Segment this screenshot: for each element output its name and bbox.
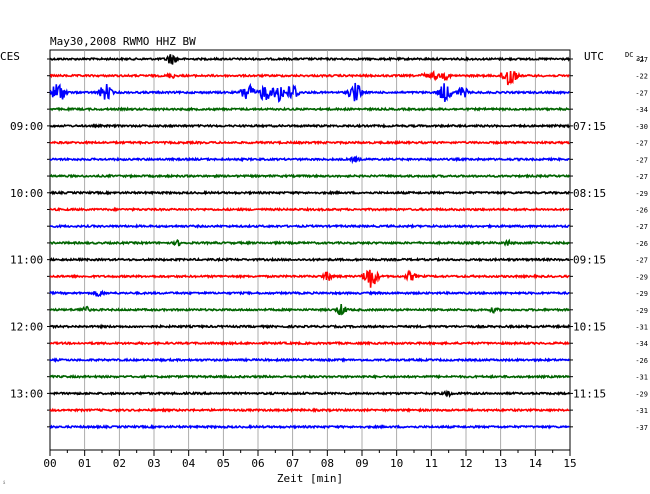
x-tick-label: 02 (113, 457, 126, 470)
x-tick-label: 05 (217, 457, 230, 470)
x-tick-label: 06 (251, 457, 264, 470)
trace-21 (49, 407, 570, 413)
dc-offset-label: -27 (635, 89, 648, 97)
trace-11 (49, 238, 571, 247)
trace-0 (49, 54, 571, 65)
dc-superscript: 31 (636, 55, 644, 63)
x-tick-label: 04 (182, 457, 196, 470)
x-tick-label: 15 (563, 457, 576, 470)
labels: May30,2008 RWMO HHZ BW CES UTC DC 31 Zei… (0, 35, 648, 488)
trace-8 (49, 189, 571, 196)
grid (47, 49, 573, 456)
left-time-label: 12:00 (10, 321, 43, 334)
x-tick-label: 08 (321, 457, 334, 470)
dc-offset-label: -34 (635, 106, 648, 114)
left-time-label: 11:00 (10, 254, 43, 267)
trace-14 (49, 289, 570, 298)
trace-7 (49, 173, 571, 179)
trace-5 (49, 139, 570, 146)
dc-offset-label: -29 (635, 390, 648, 398)
right-time-label: 07:15 (573, 120, 606, 133)
trace-13 (49, 269, 570, 288)
dc-offset-label: -29 (635, 273, 648, 281)
trace-20 (49, 389, 571, 399)
trace-19 (49, 373, 571, 380)
right-time-label: 10:15 (573, 321, 606, 334)
left-time-label: 09:00 (10, 120, 43, 133)
dc-offset-label: -27 (635, 223, 648, 231)
trace-2 (49, 82, 570, 103)
trace-10 (49, 223, 570, 230)
corner-mark: ⁱ (2, 480, 6, 488)
dc-offset-label: -27 (635, 156, 648, 164)
trace-12 (49, 256, 570, 263)
chart-title: May30,2008 RWMO HHZ BW (50, 35, 196, 48)
dc-offset-label: -31 (635, 374, 648, 382)
dc-offset-label: -27 (635, 56, 648, 64)
dc-offset-label: -27 (635, 257, 648, 265)
x-tick-label: 00 (43, 457, 56, 470)
right-timezone-label: UTC (584, 50, 604, 63)
trace-22 (49, 423, 570, 430)
x-tick-label: 10 (390, 457, 403, 470)
dc-offset-label: -37 (635, 424, 648, 432)
dc-label: DC (625, 51, 633, 59)
x-tick-label: 12 (459, 457, 472, 470)
trace-9 (49, 206, 570, 213)
right-time-label: 08:15 (573, 187, 606, 200)
x-tick-label: 01 (78, 457, 91, 470)
dc-offset-label: -29 (635, 190, 648, 198)
trace-1 (49, 69, 570, 86)
dc-offset-label: -31 (635, 407, 648, 415)
dc-offset-label: -27 (635, 173, 648, 181)
x-tick-label: 03 (147, 457, 160, 470)
trace-15 (49, 304, 570, 316)
dc-offset-label: -30 (635, 123, 648, 131)
left-timezone-label: CES (0, 50, 20, 63)
dc-offset-label: -29 (635, 290, 648, 298)
trace-18 (49, 357, 571, 363)
left-time-label: 10:00 (10, 187, 43, 200)
dc-offset-label: -26 (635, 357, 648, 365)
trace-4 (49, 123, 571, 129)
traces (49, 54, 571, 430)
right-time-label: 11:15 (573, 387, 606, 400)
x-tick-label: 11 (425, 457, 438, 470)
x-tick-label: 14 (529, 457, 543, 470)
x-tick-label: 09 (355, 457, 368, 470)
x-tick-label: 13 (494, 457, 507, 470)
dc-offset-label: -26 (635, 240, 648, 248)
trace-6 (49, 154, 570, 165)
dc-offset-label: -34 (635, 340, 648, 348)
trace-3 (49, 106, 570, 113)
x-axis-label: Zeit [min] (277, 472, 343, 485)
trace-17 (49, 340, 570, 347)
dc-offset-label: -29 (635, 307, 648, 315)
dc-offset-label: -22 (635, 73, 648, 81)
dc-offset-label: -27 (635, 140, 648, 148)
x-tick-label: 07 (286, 457, 299, 470)
dc-offset-label: -26 (635, 206, 648, 214)
trace-16 (49, 323, 571, 330)
left-time-label: 13:00 (10, 387, 43, 400)
dc-offset-label: -31 (635, 324, 648, 332)
right-time-label: 09:15 (573, 254, 606, 267)
